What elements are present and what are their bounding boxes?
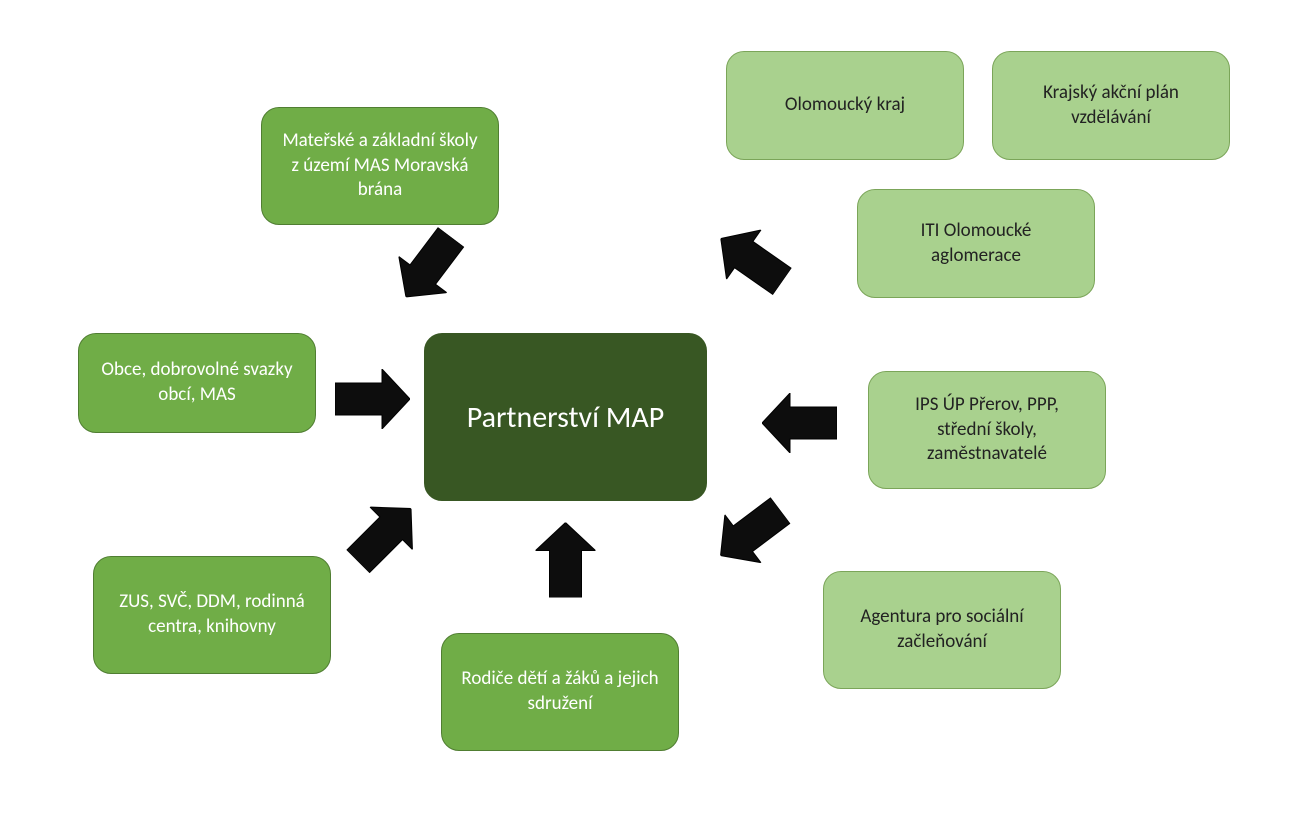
- node-ips: IPS ÚP Přerov, PPP, střední školy, zaměs…: [868, 371, 1106, 489]
- node-label-agency: Agentura pro sociální začleňování: [842, 605, 1042, 654]
- node-label-iti: ITI Olomoucké aglomerace: [876, 219, 1076, 268]
- arrow-arr-schools: [382, 219, 475, 315]
- node-municipalities: Obce, dobrovolné svazky obcí, MAS: [78, 333, 316, 433]
- arrow-arr-ips: [762, 393, 837, 453]
- arrow-arr-agency: [702, 486, 798, 579]
- node-zus: ZUS, SVČ, DDM, rodinná centra, knihovny: [93, 556, 331, 674]
- node-regional-plan: Krajský akční plán vzdělávání: [992, 51, 1230, 160]
- node-label-municipalities: Obce, dobrovolné svazky obcí, MAS: [97, 358, 297, 407]
- node-olomouc-region: Olomoucký kraj: [726, 51, 964, 160]
- arrow-arr-iti: [704, 214, 800, 306]
- node-label-zus: ZUS, SVČ, DDM, rodinná centra, knihovny: [112, 590, 312, 639]
- node-schools: Mateřské a základní školy z území MAS Mo…: [261, 107, 499, 225]
- node-iti: ITI Olomoucké aglomerace: [857, 189, 1095, 298]
- node-parents: Rodiče dětí a žáků a jejich sdružení: [441, 633, 679, 751]
- node-label-schools: Mateřské a základní školy z území MAS Mo…: [280, 129, 480, 203]
- arrow-arr-zus: [337, 487, 432, 582]
- node-label-ips: IPS ÚP Přerov, PPP, střední školy, zaměs…: [887, 393, 1087, 467]
- node-label-regional-plan: Krajský akční plán vzdělávání: [1011, 81, 1211, 130]
- arrow-arr-parents: [536, 523, 596, 598]
- node-agency: Agentura pro sociální začleňování: [823, 571, 1061, 689]
- node-label-olomouc-region: Olomoucký kraj: [785, 93, 905, 118]
- node-label-parents: Rodiče dětí a žáků a jejich sdružení: [460, 667, 660, 716]
- node-label-center: Partnerství MAP: [467, 398, 665, 437]
- arrow-arr-muni: [335, 369, 410, 429]
- node-center: Partnerství MAP: [424, 333, 707, 501]
